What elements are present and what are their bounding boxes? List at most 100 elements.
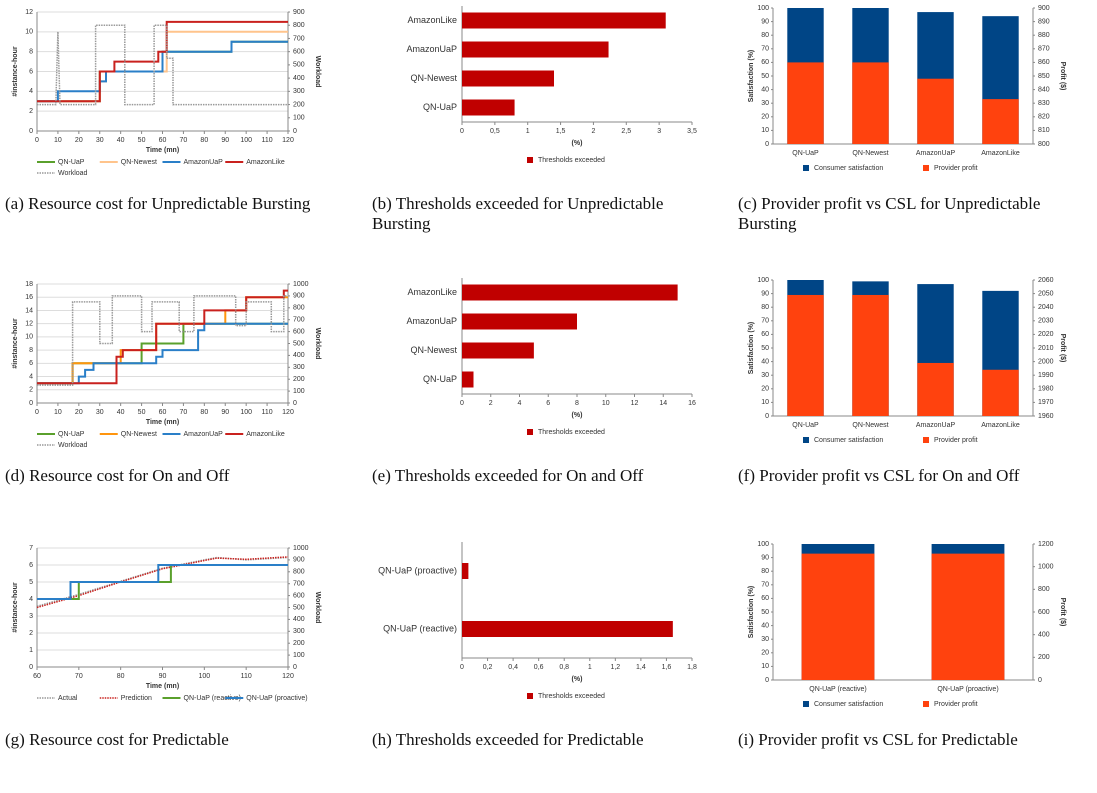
y-tick-label: 8: [29, 347, 33, 354]
legend-swatch: [527, 693, 533, 699]
series-line: [37, 24, 288, 106]
legend-swatch: [803, 437, 809, 443]
y-tick-label: 60: [761, 595, 769, 602]
y2-tick-label: 880: [1038, 32, 1050, 39]
y2-tick-label: 2050: [1038, 290, 1054, 297]
caption: (e) Thresholds exceeded for On and Off: [372, 466, 644, 485]
legend-label: Consumer satisfaction: [814, 701, 883, 708]
y-axis-label: #instance-hour: [12, 46, 19, 96]
y2-tick-label: 800: [293, 569, 305, 576]
category-label: AmazonLike: [407, 287, 457, 297]
y-tick-label: 4: [29, 88, 33, 95]
y-tick-label: 70: [761, 582, 769, 589]
y2-tick-label: 810: [1038, 127, 1050, 134]
legend-label: Consumer satisfaction: [814, 165, 883, 172]
x-tick-label: 4: [518, 400, 522, 407]
x-tick-label: 100: [240, 409, 252, 416]
y-tick-label: 0: [765, 141, 769, 148]
y-tick-label: 14: [25, 307, 33, 314]
x-tick-label: 110: [241, 673, 252, 680]
y2-tick-label: 0: [293, 128, 297, 135]
x-tick-label: 16: [688, 400, 696, 407]
legend-label: Provider profit: [934, 437, 978, 444]
legend-label: QN-UaP: [58, 159, 85, 166]
legend-label: QN-UaP (reactive): [184, 695, 241, 702]
bar: [462, 12, 666, 29]
y2-tick-label: 200: [1038, 654, 1050, 661]
x-tick-label: 0,8: [559, 664, 569, 671]
x-tick-label: 12: [631, 400, 639, 407]
legend-swatch: [527, 429, 533, 435]
y-tick-label: 0: [765, 413, 769, 420]
y2-tick-label: 600: [293, 592, 305, 599]
x-axis-label: Time (mn): [146, 147, 179, 154]
x-tick-label: 50: [138, 409, 146, 416]
y2-tick-label: 400: [293, 75, 305, 82]
y2-tick-label: 100: [293, 652, 305, 659]
y-tick-label: 90: [761, 554, 769, 561]
x-tick-label: 50: [138, 137, 146, 144]
y-tick-label: 10: [761, 127, 769, 134]
y-tick-label: 50: [761, 345, 769, 352]
y-tick-label: 18: [25, 281, 33, 288]
legend-label: Actual: [58, 695, 78, 702]
category-label: QN-UaP: [792, 422, 819, 429]
y2-tick-label: 800: [1038, 586, 1050, 593]
y-tick-label: 0: [765, 677, 769, 684]
category-label: AmazonUaP: [916, 422, 956, 429]
x-tick-label: 20: [75, 409, 83, 416]
y-tick-label: 4: [29, 373, 33, 380]
y-tick-label: 100: [757, 277, 769, 284]
y-tick-label: 0: [29, 400, 33, 407]
y2-tick-label: 400: [293, 352, 305, 359]
x-tick-label: 10: [54, 409, 62, 416]
x-tick-label: 30: [96, 137, 104, 144]
y-tick-label: 6: [29, 360, 33, 367]
bar: [462, 371, 474, 388]
y-axis-label: #instance-hour: [12, 318, 19, 368]
x-tick-label: 2,5: [621, 128, 631, 135]
y2-tick-label: 2000: [1038, 358, 1054, 365]
y2-tick-label: 1970: [1038, 399, 1054, 406]
bar: [462, 563, 469, 579]
y-tick-label: 12: [25, 321, 33, 328]
y2-tick-label: 300: [293, 364, 305, 371]
legend-label: QN-UaP: [58, 431, 85, 438]
y2-axis-label: Profit ($): [1059, 62, 1066, 91]
y-tick-label: 7: [29, 545, 33, 552]
y-tick-label: 30: [761, 636, 769, 643]
legend-label: Provider profit: [934, 165, 978, 172]
y2-tick-label: 500: [293, 340, 305, 347]
y2-tick-label: 900: [293, 9, 305, 16]
y-axis-label: Satisfaction (%): [748, 322, 755, 375]
x-axis-label: (%): [572, 140, 583, 147]
y2-tick-label: 800: [1038, 141, 1050, 148]
y-tick-label: 2: [29, 108, 33, 115]
x-tick-label: 70: [75, 673, 83, 680]
legend-label: QN-Newest: [121, 159, 157, 166]
y-tick-label: 1: [29, 647, 33, 654]
y2-tick-label: 900: [1038, 5, 1050, 12]
bar: [931, 553, 1005, 680]
y2-tick-label: 600: [293, 328, 305, 335]
caption: (i) Provider profit vs CSL for Predictab…: [738, 730, 1018, 749]
category-label: QN-UaP (proactive): [937, 686, 998, 693]
y2-axis-label: Profit ($): [1059, 598, 1066, 627]
y2-tick-label: 0: [1038, 677, 1042, 684]
legend-label: Workload: [58, 170, 88, 177]
x-tick-label: 120: [282, 673, 294, 680]
y-tick-label: 0: [29, 128, 33, 135]
bar: [852, 62, 889, 144]
x-tick-label: 1,4: [636, 664, 646, 671]
y-tick-label: 10: [25, 29, 33, 36]
y2-tick-label: 1000: [293, 281, 309, 288]
legend-label: QN-UaP (proactive): [246, 695, 307, 702]
caption: (b) Thresholds exceeded for Unpredictabl…: [372, 194, 664, 233]
y2-tick-label: 200: [293, 376, 305, 383]
x-tick-label: 8: [575, 400, 579, 407]
y-tick-label: 3: [29, 613, 33, 620]
legend-swatch: [923, 701, 929, 707]
category-label: AmazonUaP: [406, 316, 457, 326]
legend-label: Thresholds exceeded: [538, 693, 605, 700]
